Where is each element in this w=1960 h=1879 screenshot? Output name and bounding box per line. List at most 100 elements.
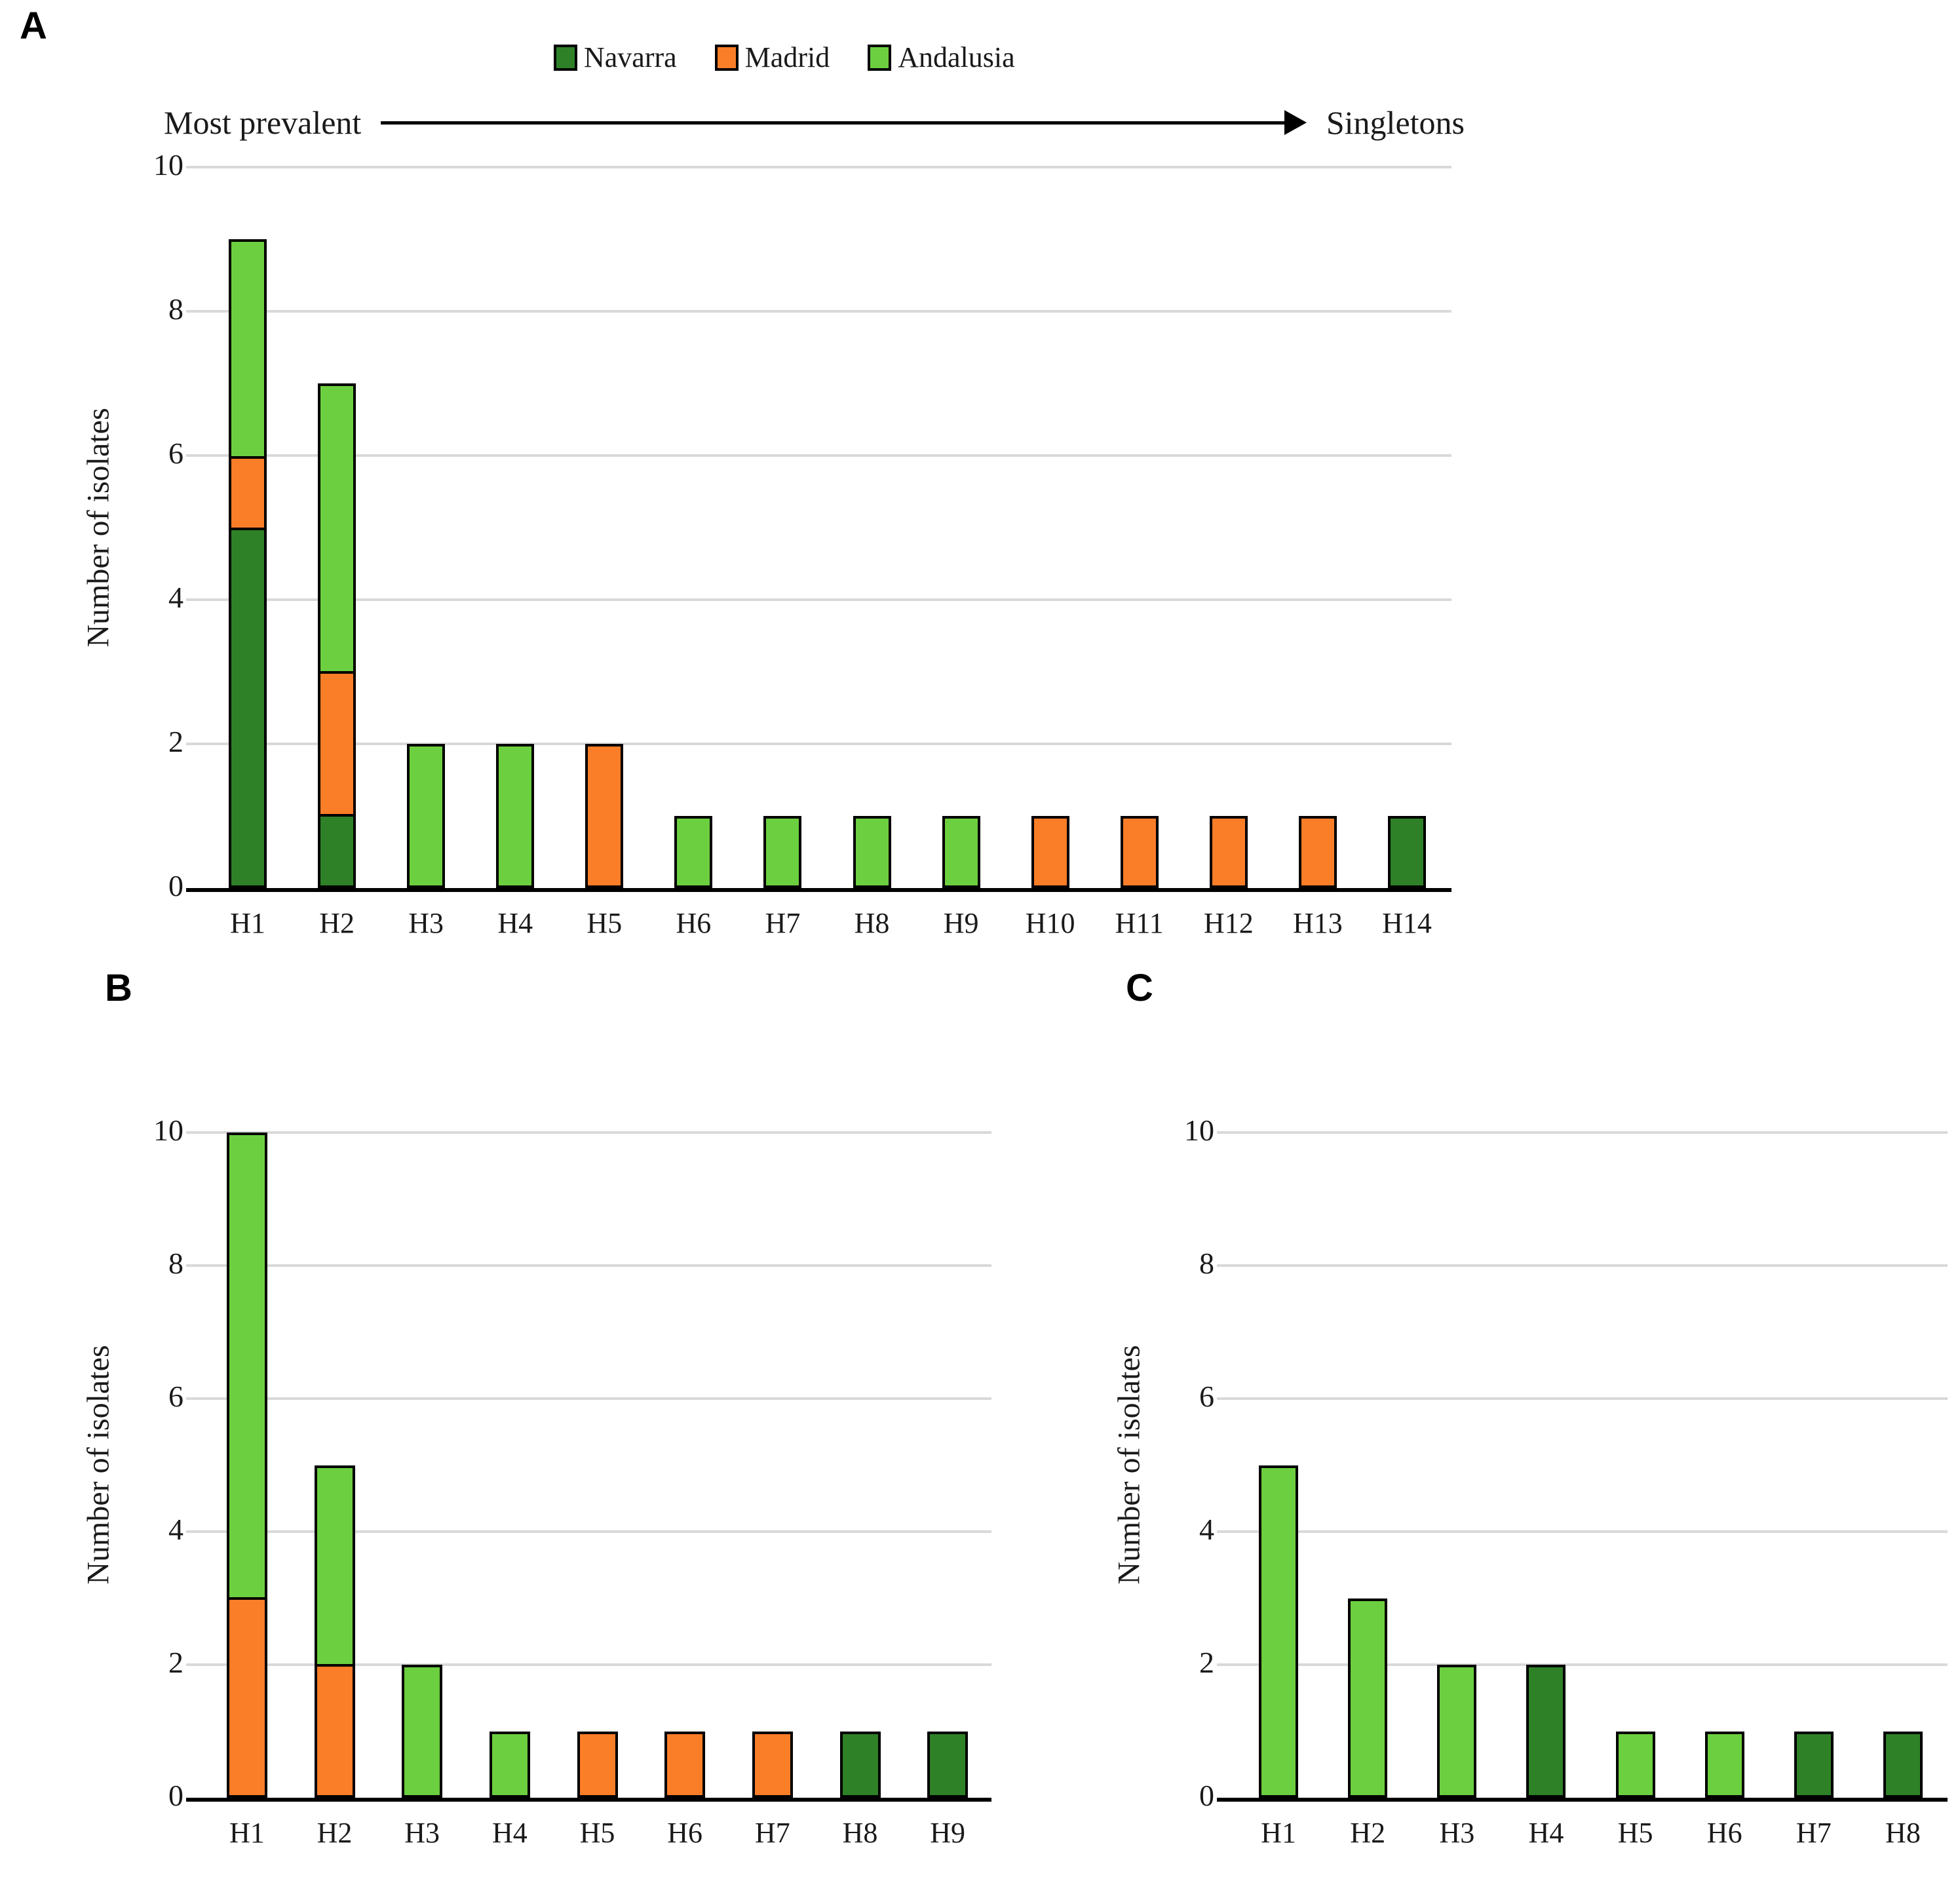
arrow-line <box>381 121 1284 125</box>
bar-segment <box>317 1664 353 1795</box>
bar <box>314 1465 355 1798</box>
legend-item-navarra: Navarra <box>554 41 677 74</box>
bar <box>664 1731 706 1798</box>
bar-segment <box>1440 1667 1474 1795</box>
x-axis-label: H12 <box>1203 907 1254 939</box>
bar <box>1794 1731 1834 1798</box>
x-axis-label: H8 <box>854 907 890 939</box>
bar <box>577 1731 618 1798</box>
grid-line <box>203 310 1451 313</box>
bar <box>942 816 980 888</box>
x-axis-label: H2 <box>319 907 355 939</box>
grid-line <box>1234 1264 1948 1267</box>
bar <box>1031 816 1069 888</box>
navarra-swatch-icon <box>554 44 577 71</box>
legend-item-andalusia: Andalusia <box>868 41 1015 74</box>
axis-tick <box>186 1264 203 1267</box>
bar-segment <box>1618 1734 1653 1795</box>
y-tick-label: 8 <box>168 292 183 326</box>
axis-tick <box>186 166 203 168</box>
bar <box>1704 1731 1744 1798</box>
x-axis-label: H13 <box>1292 907 1343 939</box>
axis-tick <box>186 454 203 457</box>
bar-segment <box>1390 819 1423 885</box>
bar <box>752 1731 793 1798</box>
panel-label-a: A <box>20 5 47 47</box>
bar-segment <box>944 819 978 885</box>
bar-segment <box>229 1597 265 1795</box>
x-axis-label: H9 <box>930 1817 966 1849</box>
axis-tick <box>186 1663 203 1666</box>
chart-a: Number of isolates 0 2 4 6 8 10 H1 H2 H3 H4 H5 H6 H7… <box>39 148 1451 939</box>
chart-c: Number of isolates 0 2 4 6 8 10 H1 H2 H3 H4 H5 H6 H7… <box>1075 1114 1948 1849</box>
axis-tick <box>186 888 203 892</box>
bar-segment <box>317 1467 353 1665</box>
axis-tick <box>1217 1397 1234 1400</box>
axis-tick <box>1217 1798 1234 1802</box>
bar-segment <box>491 1734 528 1795</box>
arrow-head-icon <box>1284 110 1307 135</box>
y-tick-label: 6 <box>168 436 183 470</box>
x-axis-label: H9 <box>943 907 979 939</box>
axis-tick <box>186 743 203 745</box>
x-axis-label: H5 <box>586 907 623 939</box>
bar <box>1259 1465 1299 1798</box>
bar <box>585 744 624 888</box>
bar <box>1387 816 1426 888</box>
y-tick-label: 6 <box>168 1380 183 1413</box>
x-axis-label: H3 <box>1439 1817 1475 1849</box>
bar <box>763 816 802 888</box>
legend-label-navarra: Navarra <box>584 41 677 73</box>
x-axis-label: H7 <box>1796 1817 1832 1849</box>
bar <box>402 1665 443 1798</box>
x-axis-label: H5 <box>579 1817 615 1849</box>
axis-tick <box>1217 1663 1234 1666</box>
bar-segment <box>842 1734 878 1795</box>
x-axis-label: H8 <box>842 1817 878 1849</box>
grid-line <box>203 166 1451 168</box>
x-axis-label: H11 <box>1115 907 1164 939</box>
x-axis-label: H4 <box>497 907 533 939</box>
bar-segment <box>320 671 354 815</box>
annotation-left-text: Most prevalent <box>164 104 362 141</box>
bar <box>1348 1598 1388 1798</box>
axis-tick <box>1217 1530 1234 1533</box>
bar-segment <box>404 1667 440 1795</box>
x-axis-label: H1 <box>1261 1817 1296 1849</box>
legend: Navarra Madrid Andalusia <box>554 41 1015 74</box>
annotation-right-text: Singletons <box>1326 104 1465 141</box>
x-axis-label: H5 <box>1617 1817 1653 1849</box>
bar <box>1526 1665 1566 1798</box>
bar <box>853 816 891 888</box>
bar <box>226 1133 267 1798</box>
madrid-swatch-icon <box>714 44 739 71</box>
x-axis-label: H2 <box>1350 1817 1386 1849</box>
bar <box>229 239 267 888</box>
chart-a-plot-area <box>186 166 1451 892</box>
axis-tick <box>186 1397 203 1400</box>
bar <box>1615 1731 1655 1798</box>
bar <box>1298 816 1337 888</box>
bar <box>318 383 356 888</box>
y-tick-label: 2 <box>1199 1646 1214 1679</box>
grid-line <box>1234 1663 1948 1666</box>
y-tick-label: 8 <box>1199 1247 1214 1280</box>
bar <box>489 1731 530 1798</box>
x-axis-label: H3 <box>408 907 444 939</box>
y-tick-label: 4 <box>168 581 183 614</box>
bar-segment <box>667 1734 703 1795</box>
grid-line <box>1234 1397 1948 1400</box>
bar-segment <box>766 819 799 885</box>
x-axis-label: H7 <box>765 907 801 939</box>
bar-segment <box>1529 1667 1564 1795</box>
bar <box>839 1731 881 1798</box>
bar <box>407 744 446 888</box>
bar-segment <box>320 814 354 885</box>
bar-segment <box>677 819 710 885</box>
x-axis-label: H4 <box>491 1817 528 1849</box>
grid-line <box>203 1530 991 1533</box>
axis-tick <box>186 1530 203 1533</box>
x-axis-label: H10 <box>1025 907 1075 939</box>
y-tick-label: 10 <box>153 148 183 182</box>
panel-label-b: B <box>105 967 132 1009</box>
